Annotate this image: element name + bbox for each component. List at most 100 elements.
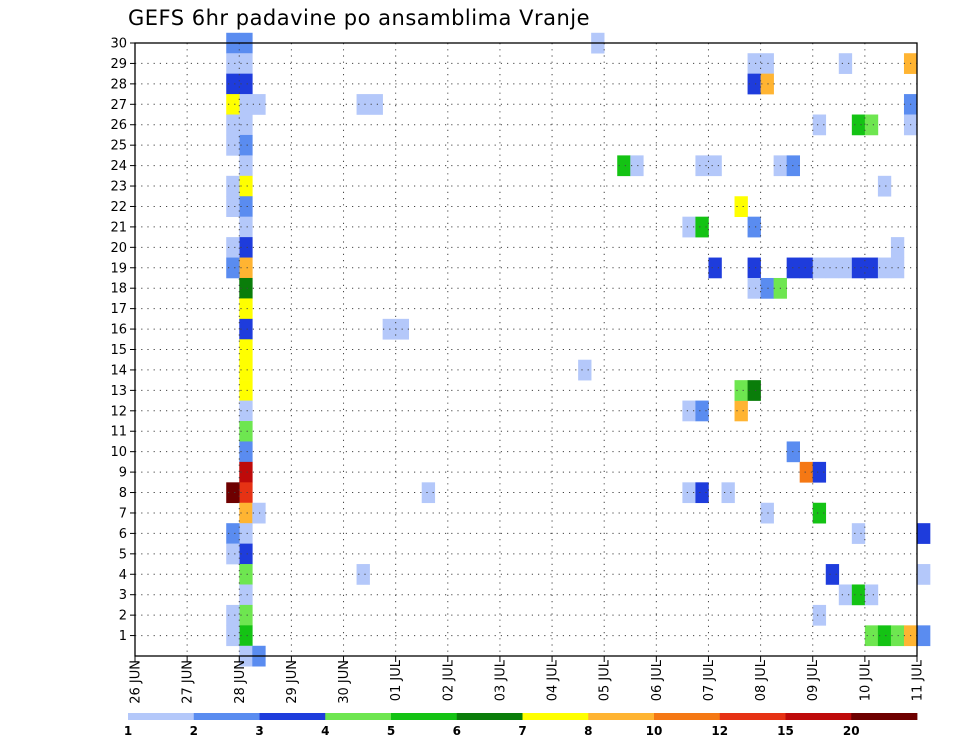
heatmap-cell: [239, 73, 253, 95]
heatmap-cell: [239, 94, 253, 115]
x-tick-label: 02 JUL: [441, 659, 456, 701]
heatmap-cell: [747, 73, 761, 95]
heatmap-cell: [747, 257, 761, 279]
y-tick-label: 6: [119, 527, 127, 542]
y-tick-label: 10: [110, 445, 127, 460]
heatmap-cell: [226, 134, 240, 156]
heatmap-cell: [695, 216, 709, 238]
heatmap-cell: [877, 625, 892, 647]
heatmap-cell: [695, 155, 709, 177]
heatmap-cell: [812, 461, 827, 483]
heatmap-cell: [890, 625, 905, 647]
y-tick-label: 7: [119, 506, 127, 521]
heatmap-cell: [239, 216, 253, 238]
legend-label: 6: [453, 724, 461, 738]
legend-swatch: [456, 713, 523, 720]
heatmap-cell: [226, 604, 240, 626]
heatmap-cell: [239, 114, 253, 136]
y-tick-label: 3: [119, 588, 127, 603]
heatmap-cell: [877, 257, 892, 279]
legend-swatch: [128, 713, 195, 720]
heatmap-cell: [252, 94, 266, 115]
y-tick-label: 5: [119, 547, 127, 562]
heatmap-cell: [695, 400, 709, 422]
heatmap-cell: [239, 400, 253, 422]
heatmap-cell: [825, 257, 840, 279]
heatmap-cell: [838, 584, 853, 606]
heatmap-cell: [226, 114, 240, 136]
heatmap-cell: [812, 257, 827, 279]
legend-swatch: [654, 713, 721, 720]
heatmap-cell: [226, 257, 240, 279]
heatmap-cell: [239, 543, 253, 565]
y-tick-label: 25: [110, 139, 127, 154]
chart-title: GEFS 6hr padavine po ansamblima Vranje: [128, 6, 591, 30]
heatmap-cell: [578, 359, 592, 381]
y-tick-label: 13: [110, 384, 127, 399]
heatmap-cell: [239, 298, 253, 320]
y-tick-label: 16: [110, 323, 127, 338]
heatmap-cell: [917, 523, 931, 544]
heatmap-cell: [356, 94, 370, 115]
heatmap-cell: [747, 53, 761, 74]
heatmap-cell: [239, 318, 253, 340]
heatmap-cell: [226, 94, 240, 115]
y-tick-label: 23: [110, 180, 127, 195]
color-legend: 1 2 3 4 5 6 7 8 10 12 15 20: [124, 713, 918, 738]
heatmap-cell: [239, 196, 253, 217]
heatmap-cell: [799, 461, 814, 483]
heatmap-cell: [239, 359, 253, 381]
heatmap-cell: [239, 625, 253, 647]
x-tick-label: 11 JUL: [911, 659, 926, 701]
legend-label: 5: [387, 724, 395, 738]
y-tick-label: 8: [119, 486, 127, 501]
y-tick-label: 29: [110, 57, 127, 72]
x-tick-label: 08 JUL: [754, 659, 769, 701]
heatmap-cell: [760, 502, 774, 524]
heatmap-cell: [226, 237, 240, 258]
x-tick-label: 26 JUN: [129, 660, 144, 704]
heatmap-cells: [226, 32, 931, 667]
x-tick-label: 04 JUL: [546, 659, 561, 701]
heatmap-cell: [760, 277, 774, 299]
y-tick-label: 12: [110, 404, 127, 419]
legend-label: 10: [646, 724, 663, 738]
y-tick-label: 21: [110, 220, 127, 235]
heatmap-cell: [695, 482, 709, 504]
heatmap-cell: [812, 502, 827, 524]
legend-label: 4: [321, 724, 329, 738]
heatmap-cell: [239, 441, 253, 463]
heatmap-cell: [239, 237, 253, 258]
legend-swatch: [522, 713, 589, 720]
heatmap-cell: [239, 564, 253, 585]
legend-swatch: [588, 713, 655, 720]
legend-label: 7: [518, 724, 526, 738]
heatmap-cell: [617, 155, 631, 177]
heatmap-cell: [239, 134, 253, 156]
legend-label: 8: [584, 724, 592, 738]
heatmap-cell: [890, 257, 905, 279]
heatmap-cell: [851, 584, 866, 606]
heatmap-cell: [239, 380, 253, 401]
legend-swatch: [851, 713, 918, 720]
y-tick-label: 18: [110, 282, 127, 297]
heatmap-cell: [239, 502, 253, 524]
heatmap-cell: [747, 380, 761, 401]
heatmap-cell: [734, 400, 748, 422]
heatmap-cell: [239, 584, 253, 606]
legend-swatch: [193, 713, 260, 720]
heatmap-cell: [682, 482, 696, 504]
legend-label: 12: [711, 724, 728, 738]
heatmap-cell: [812, 604, 827, 626]
heatmap-cell: [747, 277, 761, 299]
heatmap-cell: [721, 482, 735, 504]
x-tick-label: 10 JUL: [858, 659, 873, 701]
heatmap-cell: [226, 175, 240, 197]
heatmap-cell: [239, 257, 253, 279]
y-tick-label: 22: [110, 200, 127, 215]
heatmap-cell: [226, 625, 240, 647]
y-tick-label: 28: [110, 77, 127, 92]
y-tick-label: 9: [119, 466, 127, 481]
heatmap-cell: [226, 523, 240, 544]
